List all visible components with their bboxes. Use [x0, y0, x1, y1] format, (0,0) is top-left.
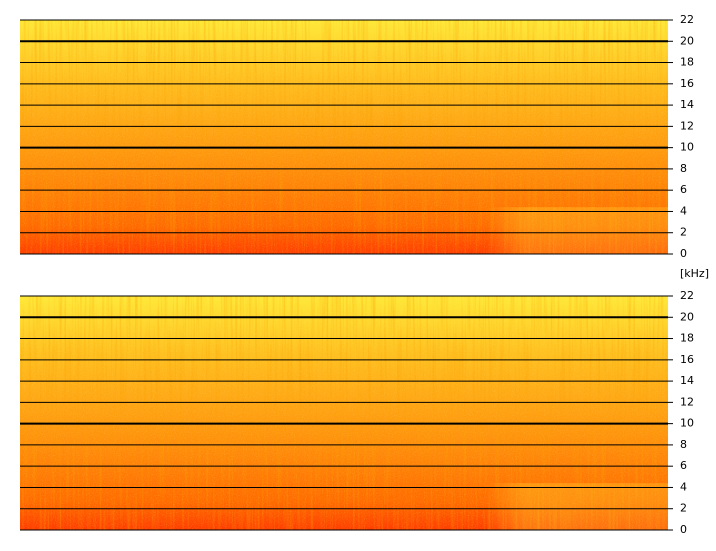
spectrogram-fade	[20, 483, 668, 530]
y-tick-label: 12	[680, 395, 694, 408]
y-tick-label: 2	[680, 502, 687, 515]
y-tick-label: 20	[680, 310, 694, 323]
y-tick-label: 8	[680, 162, 687, 175]
y-tick-label: 4	[680, 480, 687, 493]
y-tick-label: 14	[680, 98, 694, 111]
y-tick-label: 12	[680, 119, 694, 132]
y-tick-label: 20	[680, 34, 694, 47]
y-tick-label: 16	[680, 77, 694, 90]
y-tick-label: 0	[680, 523, 687, 536]
y-tick-label: 22	[680, 289, 694, 302]
y-tick-label: 14	[680, 374, 694, 387]
y-tick-label: 18	[680, 56, 694, 69]
y-axis-unit: [kHz]	[680, 267, 709, 280]
y-tick-label: 22	[680, 13, 694, 26]
y-tick-label: 10	[680, 417, 694, 430]
y-tick-label: 0	[680, 247, 687, 260]
y-tick-label: 6	[680, 459, 687, 472]
y-tick-label: 2	[680, 226, 687, 239]
y-tick-label: 16	[680, 353, 694, 366]
y-tick-label: 10	[680, 141, 694, 154]
y-tick-label: 8	[680, 438, 687, 451]
y-tick-label: 6	[680, 183, 687, 196]
y-tick-label: 4	[680, 204, 687, 217]
spectrogram-fade	[20, 207, 668, 254]
y-tick-label: 18	[680, 332, 694, 345]
